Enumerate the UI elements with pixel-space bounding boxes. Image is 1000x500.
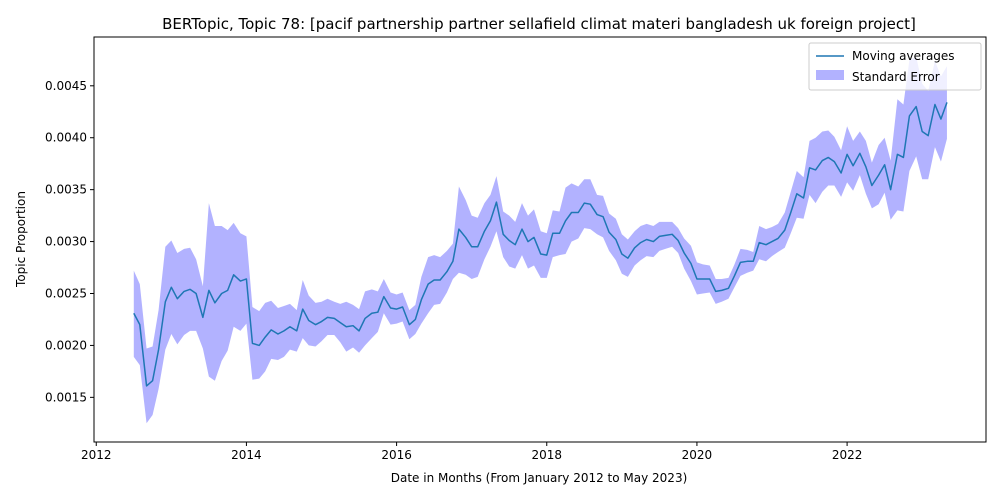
chart-title: BERTopic, Topic 78: [pacif partnership p… — [162, 15, 916, 33]
y-axis: 0.0015 0.0020 0.0025 0.0030 0.0035 0.0040 0.00… — [45, 79, 94, 404]
legend-band-swatch — [816, 70, 844, 80]
y-axis-label: Topic Proportion — [14, 191, 28, 288]
legend-label-moving-averages: Moving averages — [852, 49, 955, 63]
standard-error-band — [133, 56, 947, 424]
x-tick-label: 2012 — [81, 448, 112, 462]
legend-label-standard-error: Standard Error — [852, 70, 940, 84]
x-tick-label: 2016 — [381, 448, 412, 462]
y-tick-label: 0.0030 — [45, 235, 87, 249]
moving-average-line — [133, 102, 948, 387]
x-tick-label: 2018 — [531, 448, 562, 462]
legend: Moving averages Standard Error — [808, 42, 982, 91]
x-tick-label: 2022 — [832, 448, 863, 462]
legend-box — [808, 42, 982, 91]
x-tick-label: 2020 — [682, 448, 713, 462]
moving-average-line-layer — [133, 102, 948, 387]
standard-error-band-layer — [133, 56, 947, 424]
x-tick-label: 2014 — [231, 448, 262, 462]
y-tick-label: 0.0035 — [45, 183, 87, 197]
y-tick-label: 0.0015 — [45, 390, 87, 404]
x-axis: 2012 2014 2016 2018 2020 2022 — [81, 442, 862, 462]
y-tick-label: 0.0045 — [45, 79, 87, 93]
y-tick-label: 0.0020 — [45, 338, 87, 352]
y-tick-label: 0.0040 — [45, 131, 87, 145]
plot-area-frame — [93, 36, 987, 443]
y-tick-label: 0.0025 — [45, 287, 87, 301]
x-axis-label: Date in Months (From January 2012 to May… — [391, 471, 688, 485]
